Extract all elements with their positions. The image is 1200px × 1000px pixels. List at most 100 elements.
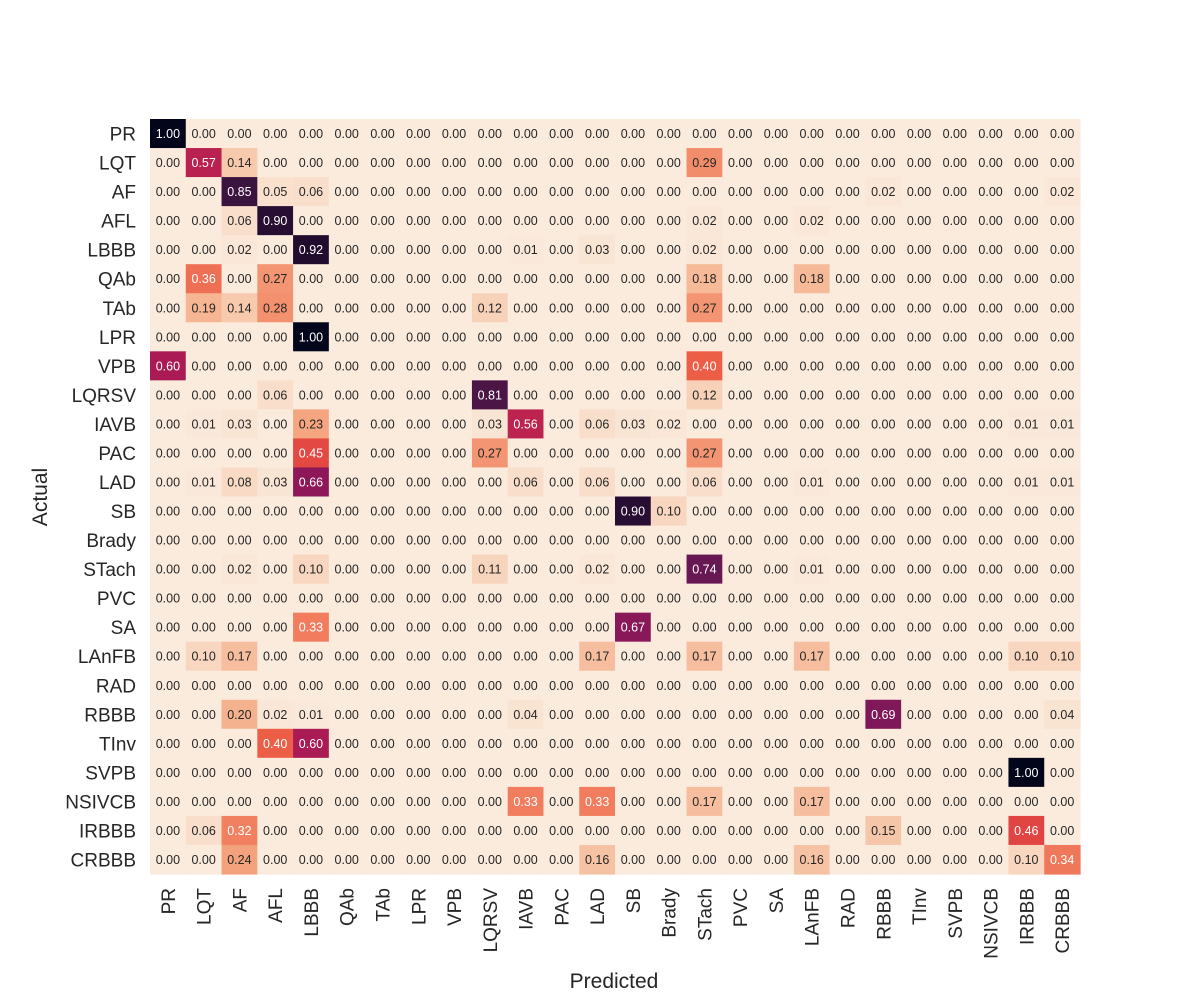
heatmap-cell — [471, 786, 509, 817]
heatmap-cell-value: 0.00 — [978, 330, 1002, 344]
heatmap-cell — [293, 177, 330, 207]
heatmap-cell — [328, 786, 366, 817]
heatmap-cell — [436, 293, 473, 323]
heatmap-cell — [758, 583, 795, 614]
heatmap-cell-value: 0.00 — [907, 824, 931, 838]
heatmap-cell — [150, 844, 187, 875]
heatmap-cell — [364, 438, 401, 469]
heatmap-cell-value: 0.00 — [156, 505, 180, 519]
heatmap-cell — [436, 844, 473, 875]
heatmap-cell-value: 0.00 — [478, 243, 502, 257]
y-tick-label: RAD — [96, 676, 136, 697]
heatmap-cell — [364, 583, 401, 614]
heatmap-cell — [686, 525, 723, 556]
heatmap-cell-value: 0.00 — [943, 330, 967, 344]
heatmap-cell — [793, 496, 831, 527]
heatmap-cell — [1044, 844, 1081, 875]
heatmap-cell — [221, 235, 258, 265]
heatmap-cell — [722, 728, 759, 759]
heatmap-cell-value: 0.00 — [549, 301, 573, 315]
heatmap-cell — [829, 438, 866, 469]
heatmap-cell — [686, 554, 723, 585]
heatmap-cell-value: 0.00 — [406, 563, 430, 577]
heatmap-cell — [543, 525, 580, 556]
heatmap-cell-value: 0.00 — [656, 592, 680, 606]
y-tick-label: CRBBB — [71, 850, 136, 871]
heatmap-cell — [1008, 380, 1045, 410]
heatmap-cell — [686, 583, 723, 614]
heatmap-cell — [257, 757, 294, 788]
heatmap-cell-value: 0.00 — [406, 185, 430, 199]
heatmap-cell-value: 0.00 — [442, 592, 466, 606]
heatmap-cell-value: 0.00 — [656, 330, 680, 344]
heatmap-cell — [221, 612, 258, 643]
heatmap-cell-value: 0.00 — [299, 359, 323, 373]
heatmap-cell — [972, 670, 1010, 701]
heatmap-cell — [328, 322, 366, 352]
heatmap-cell-value: 0.00 — [1014, 621, 1038, 635]
heatmap-cell — [615, 612, 652, 643]
x-tick-label: CRBBB — [1053, 888, 1074, 953]
heatmap-cell — [650, 496, 688, 527]
heatmap-cell — [722, 409, 759, 440]
heatmap-cell — [293, 670, 330, 701]
heatmap-cell — [829, 293, 866, 323]
heatmap-cell — [293, 293, 330, 323]
heatmap-cell-value: 0.00 — [549, 534, 573, 548]
heatmap-cell-value: 0.74 — [692, 563, 716, 577]
heatmap-cell-value: 0.00 — [156, 679, 180, 693]
heatmap-cell — [436, 467, 473, 498]
heatmap-cell-value: 0.00 — [764, 708, 788, 722]
heatmap-cell-value: 0.00 — [1050, 272, 1074, 286]
heatmap-cell-value: 0.00 — [156, 417, 180, 431]
heatmap-cell-value: 0.00 — [335, 475, 359, 489]
heatmap-cell-value: 0.00 — [227, 534, 251, 548]
heatmap-cell — [471, 293, 509, 323]
heatmap-cell — [865, 641, 902, 672]
heatmap-cell-value: 0.00 — [370, 214, 394, 228]
heatmap-cell-value: 0.00 — [156, 795, 180, 809]
heatmap-cell — [1008, 612, 1045, 643]
heatmap-cell — [829, 409, 866, 440]
heatmap-cell — [1044, 380, 1081, 410]
heatmap-cell-value: 0.00 — [835, 563, 859, 577]
x-tick-label: Brady — [660, 888, 681, 938]
heatmap-cell — [364, 206, 401, 236]
heatmap-cell — [328, 583, 366, 614]
heatmap-cell — [328, 293, 366, 323]
heatmap-cell — [436, 119, 473, 149]
heatmap-cell-value: 0.00 — [800, 592, 824, 606]
heatmap-cell-value: 0.00 — [299, 824, 323, 838]
heatmap-cell-value: 0.00 — [191, 853, 215, 867]
heatmap-cell-value: 0.00 — [835, 446, 859, 460]
heatmap-cell-value: 0.00 — [370, 621, 394, 635]
heatmap-cell — [293, 496, 330, 527]
heatmap-cell-value: 0.00 — [263, 156, 287, 170]
heatmap-cell — [579, 148, 616, 178]
heatmap-cell — [436, 786, 473, 817]
heatmap-cell-value: 0.00 — [1050, 534, 1074, 548]
heatmap-cell — [364, 322, 401, 352]
heatmap-cell-value: 0.00 — [978, 708, 1002, 722]
heatmap-cell — [471, 177, 509, 207]
heatmap-cell-value: 0.00 — [442, 272, 466, 286]
heatmap-cell — [257, 467, 294, 498]
heatmap-cell — [686, 728, 723, 759]
heatmap-cell-value: 0.00 — [299, 534, 323, 548]
heatmap-cell — [436, 409, 473, 440]
heatmap-cell-value: 0.00 — [656, 475, 680, 489]
heatmap-cell — [793, 148, 831, 178]
heatmap-cell — [257, 699, 294, 730]
heatmap-cell — [1008, 699, 1045, 730]
heatmap-cell-value: 0.00 — [585, 156, 609, 170]
heatmap-cell — [1044, 670, 1081, 701]
heatmap-cell-value: 0.00 — [442, 505, 466, 519]
heatmap-cell-value: 0.00 — [513, 737, 537, 751]
heatmap-cell — [507, 438, 545, 469]
heatmap-cell — [650, 583, 688, 614]
heatmap-cell — [865, 177, 902, 207]
heatmap-cell — [150, 119, 187, 149]
heatmap-cell — [901, 322, 938, 352]
heatmap-cell-value: 0.00 — [764, 243, 788, 257]
heatmap-cell — [615, 670, 652, 701]
